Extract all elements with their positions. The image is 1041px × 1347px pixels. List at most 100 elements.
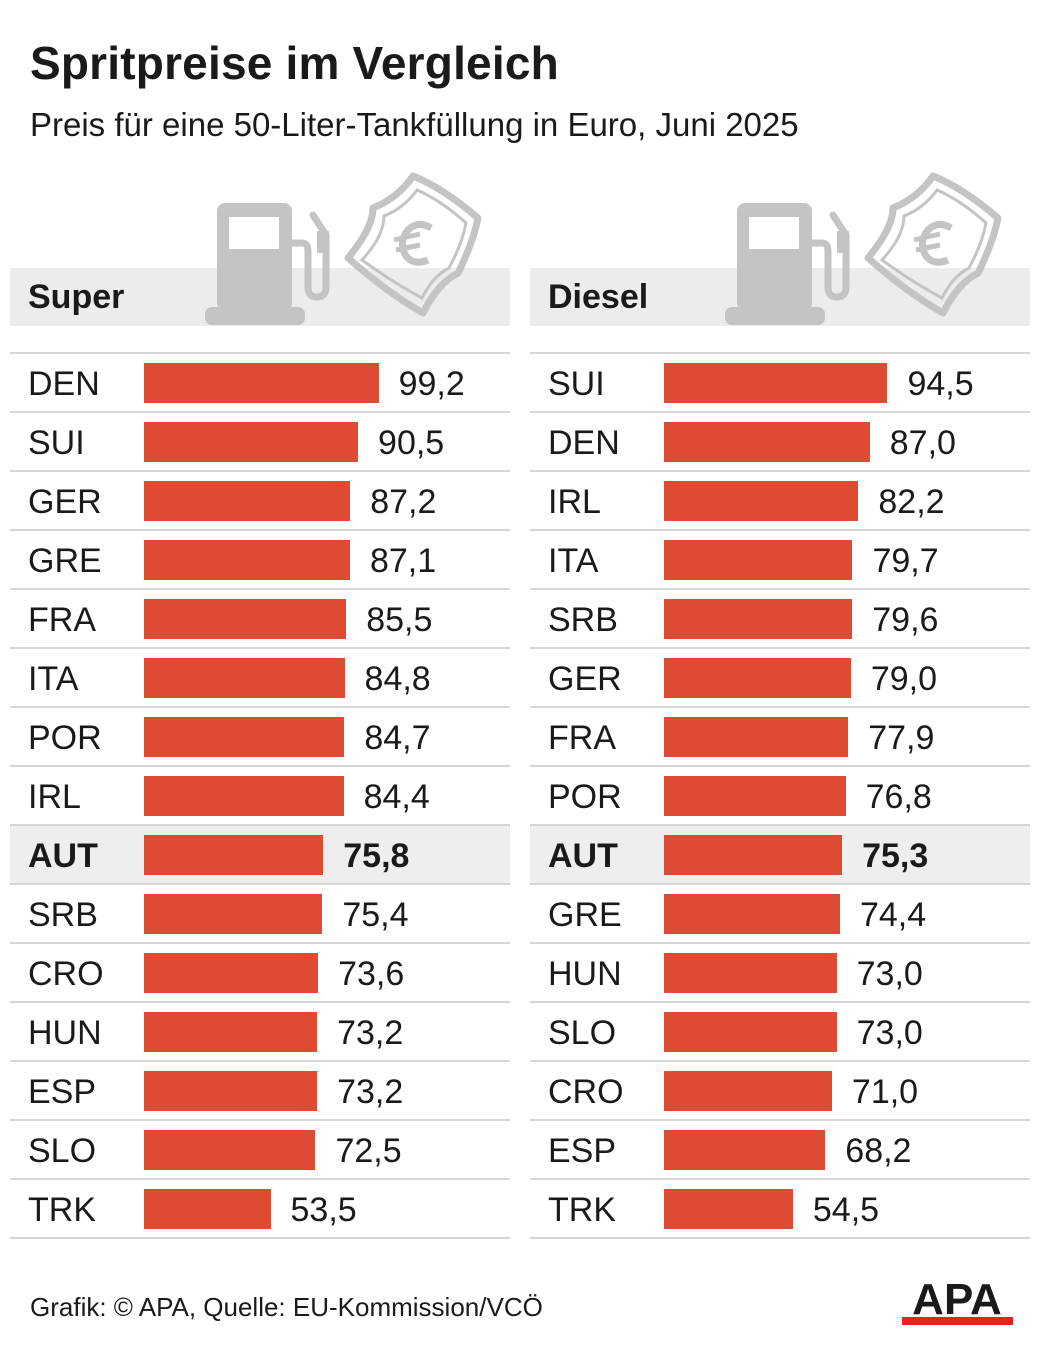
bar (664, 599, 853, 639)
category-label: IRL (28, 778, 81, 816)
bar (144, 481, 351, 521)
bar (144, 1012, 318, 1052)
category-label: HUN (28, 1014, 102, 1052)
diesel-header-label: Diesel (548, 278, 649, 316)
category-label: SLO (548, 1014, 617, 1052)
value-label: 82,2 (878, 483, 945, 521)
category-label: GRE (548, 896, 622, 934)
bar (664, 422, 870, 462)
category-label: FRA (28, 601, 96, 639)
bar-row: GRE 87,1 (10, 529, 510, 588)
category-label: TRK (548, 1191, 616, 1229)
bar (664, 776, 846, 816)
bar (144, 540, 350, 580)
bar-row: SUI 94,5 (530, 352, 1030, 411)
bar (664, 481, 859, 521)
bar (664, 717, 849, 757)
fuel-pump-icon (205, 203, 330, 325)
bar-row: TRK 53,5 (10, 1178, 510, 1239)
category-label: SUI (28, 424, 85, 462)
super-bar-list: DEN 99,2 SUI 90,5 GER 87,2 GRE 87,1 FRA 85,5 ITA 84… (10, 352, 510, 1239)
bar (144, 599, 347, 639)
bar-row: ITA 79,7 (530, 529, 1030, 588)
value-label: 74,4 (859, 896, 927, 934)
super-panel: Super DEN 99,2 SUI 90,5 GER 87,2 GRE 87,1 FRA 85,… (10, 0, 510, 1347)
value-label: 73,6 (338, 955, 405, 993)
bar (664, 363, 888, 403)
value-label: 73,0 (856, 955, 923, 993)
diesel-panel: Diesel SUI 94,5 DEN 87,0 IRL 82,2 ITA 79,7 SRB 79… (530, 0, 1030, 1347)
category-label: ITA (28, 660, 79, 698)
value-label: 87,2 (370, 483, 437, 521)
chart-subtitle: Preis für eine 50-Liter-Tankfüllung in E… (30, 106, 799, 143)
value-label: 94,5 (907, 365, 974, 403)
category-label: TRK (28, 1191, 96, 1229)
category-label: SUI (548, 365, 605, 403)
bar-row: ESP 73,2 (10, 1060, 510, 1119)
category-label: CRO (28, 955, 104, 993)
bar (664, 953, 837, 993)
bar (144, 835, 324, 875)
bar (144, 1071, 318, 1111)
bar-row: FRA 85,5 (10, 588, 510, 647)
bar-row: ITA 84,8 (10, 647, 510, 706)
category-label: SRB (28, 896, 98, 934)
bar (144, 658, 345, 698)
bar (664, 658, 851, 698)
euro-banknote-icon (344, 172, 482, 317)
bar-row: IRL 82,2 (530, 470, 1030, 529)
category-label: IRL (548, 483, 601, 521)
fuel-pump-icon (725, 203, 850, 325)
value-label: 84,4 (363, 778, 430, 816)
value-label: 77,9 (868, 719, 935, 757)
bar-row: GER 87,2 (10, 470, 510, 529)
bar (664, 1012, 837, 1052)
bar-row: TRK 54,5 (530, 1178, 1030, 1239)
category-label: GER (548, 660, 622, 698)
apa-logo: APA (902, 1276, 1013, 1325)
bar-row: IRL 84,4 (10, 765, 510, 824)
value-label: 90,5 (378, 424, 445, 462)
bar-row: SUI 90,5 (10, 411, 510, 470)
bar-row: HUN 73,2 (10, 1001, 510, 1060)
apa-logo-text: APA (912, 1276, 1002, 1324)
category-label: SLO (28, 1132, 97, 1170)
category-label: POR (548, 778, 622, 816)
chart-title: Spritpreise im Vergleich (30, 37, 559, 89)
value-label: 53,5 (290, 1191, 357, 1229)
category-label: HUN (548, 955, 622, 993)
value-label: 79,6 (872, 601, 939, 639)
value-label: 87,0 (889, 424, 956, 462)
bar-row: SRB 75,4 (10, 883, 510, 942)
category-label: POR (28, 719, 102, 757)
bar-row: HUN 73,0 (530, 942, 1030, 1001)
bar-row: CRO 71,0 (530, 1060, 1030, 1119)
value-label: 79,0 (870, 660, 938, 698)
value-label: 73,2 (337, 1014, 404, 1052)
category-label: DEN (548, 424, 620, 462)
bar (144, 717, 345, 757)
value-label: 54,5 (812, 1191, 880, 1229)
bar-row: ESP 68,2 (530, 1119, 1030, 1178)
value-label: 68,2 (845, 1132, 912, 1170)
category-label: AUT (28, 837, 98, 875)
bar (664, 1130, 826, 1170)
category-label: GER (28, 483, 102, 521)
bar (144, 422, 359, 462)
category-label: ESP (548, 1132, 617, 1170)
bar-row: SLO 72,5 (10, 1119, 510, 1178)
bar-row: DEN 99,2 (10, 352, 510, 411)
value-label: 75,4 (342, 896, 409, 934)
super-header-label: Super (28, 278, 125, 316)
category-label: CRO (548, 1073, 624, 1111)
bar (664, 1071, 832, 1111)
bar (144, 363, 379, 403)
bar (664, 894, 840, 934)
diesel-bar-list: SUI 94,5 DEN 87,0 IRL 82,2 ITA 79,7 SRB 79,6 GER 79… (530, 352, 1030, 1239)
bar-row: FRA 77,9 (530, 706, 1030, 765)
value-label: 76,8 (865, 778, 932, 816)
value-label: 72,5 (335, 1132, 402, 1170)
value-label: 99,2 (398, 365, 465, 403)
value-label: 85,5 (366, 601, 433, 639)
source-note: Grafik: © APA, Quelle: EU-Kommission/VCÖ (30, 1292, 543, 1322)
